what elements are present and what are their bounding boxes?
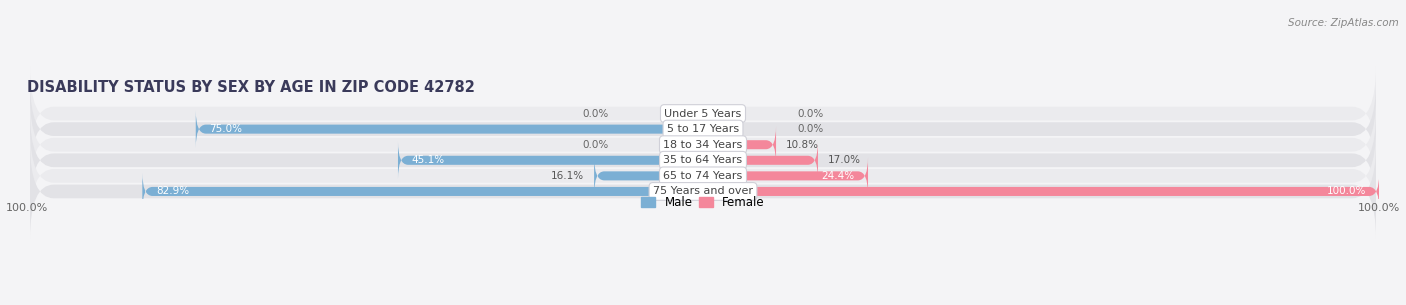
Text: 0.0%: 0.0%	[582, 140, 609, 150]
Text: 24.4%: 24.4%	[821, 171, 855, 181]
FancyBboxPatch shape	[398, 142, 703, 179]
FancyBboxPatch shape	[30, 81, 1376, 177]
Text: 18 to 34 Years: 18 to 34 Years	[664, 140, 742, 150]
Text: 82.9%: 82.9%	[156, 186, 188, 196]
FancyBboxPatch shape	[30, 144, 1376, 239]
FancyBboxPatch shape	[142, 173, 703, 210]
FancyBboxPatch shape	[595, 157, 703, 195]
FancyBboxPatch shape	[703, 157, 868, 195]
FancyBboxPatch shape	[30, 113, 1376, 208]
Text: 75 Years and over: 75 Years and over	[652, 186, 754, 196]
FancyBboxPatch shape	[195, 110, 703, 148]
Text: 0.0%: 0.0%	[582, 109, 609, 119]
Text: 65 to 74 Years: 65 to 74 Years	[664, 171, 742, 181]
Text: 75.0%: 75.0%	[209, 124, 242, 134]
Text: DISABILITY STATUS BY SEX BY AGE IN ZIP CODE 42782: DISABILITY STATUS BY SEX BY AGE IN ZIP C…	[27, 80, 475, 95]
Text: 0.0%: 0.0%	[797, 124, 824, 134]
FancyBboxPatch shape	[30, 97, 1376, 192]
FancyBboxPatch shape	[703, 173, 1379, 210]
Text: Source: ZipAtlas.com: Source: ZipAtlas.com	[1288, 18, 1399, 28]
FancyBboxPatch shape	[703, 126, 776, 163]
FancyBboxPatch shape	[30, 66, 1376, 161]
FancyBboxPatch shape	[30, 128, 1376, 224]
FancyBboxPatch shape	[703, 142, 818, 179]
Text: 17.0%: 17.0%	[828, 155, 860, 165]
Text: 100.0%: 100.0%	[1326, 186, 1365, 196]
Text: 35 to 64 Years: 35 to 64 Years	[664, 155, 742, 165]
Text: 16.1%: 16.1%	[551, 171, 583, 181]
Text: 10.8%: 10.8%	[786, 140, 820, 150]
Text: Under 5 Years: Under 5 Years	[665, 109, 741, 119]
Legend: Male, Female: Male, Female	[637, 192, 769, 214]
Text: 5 to 17 Years: 5 to 17 Years	[666, 124, 740, 134]
Text: 0.0%: 0.0%	[797, 109, 824, 119]
Text: 45.1%: 45.1%	[412, 155, 444, 165]
